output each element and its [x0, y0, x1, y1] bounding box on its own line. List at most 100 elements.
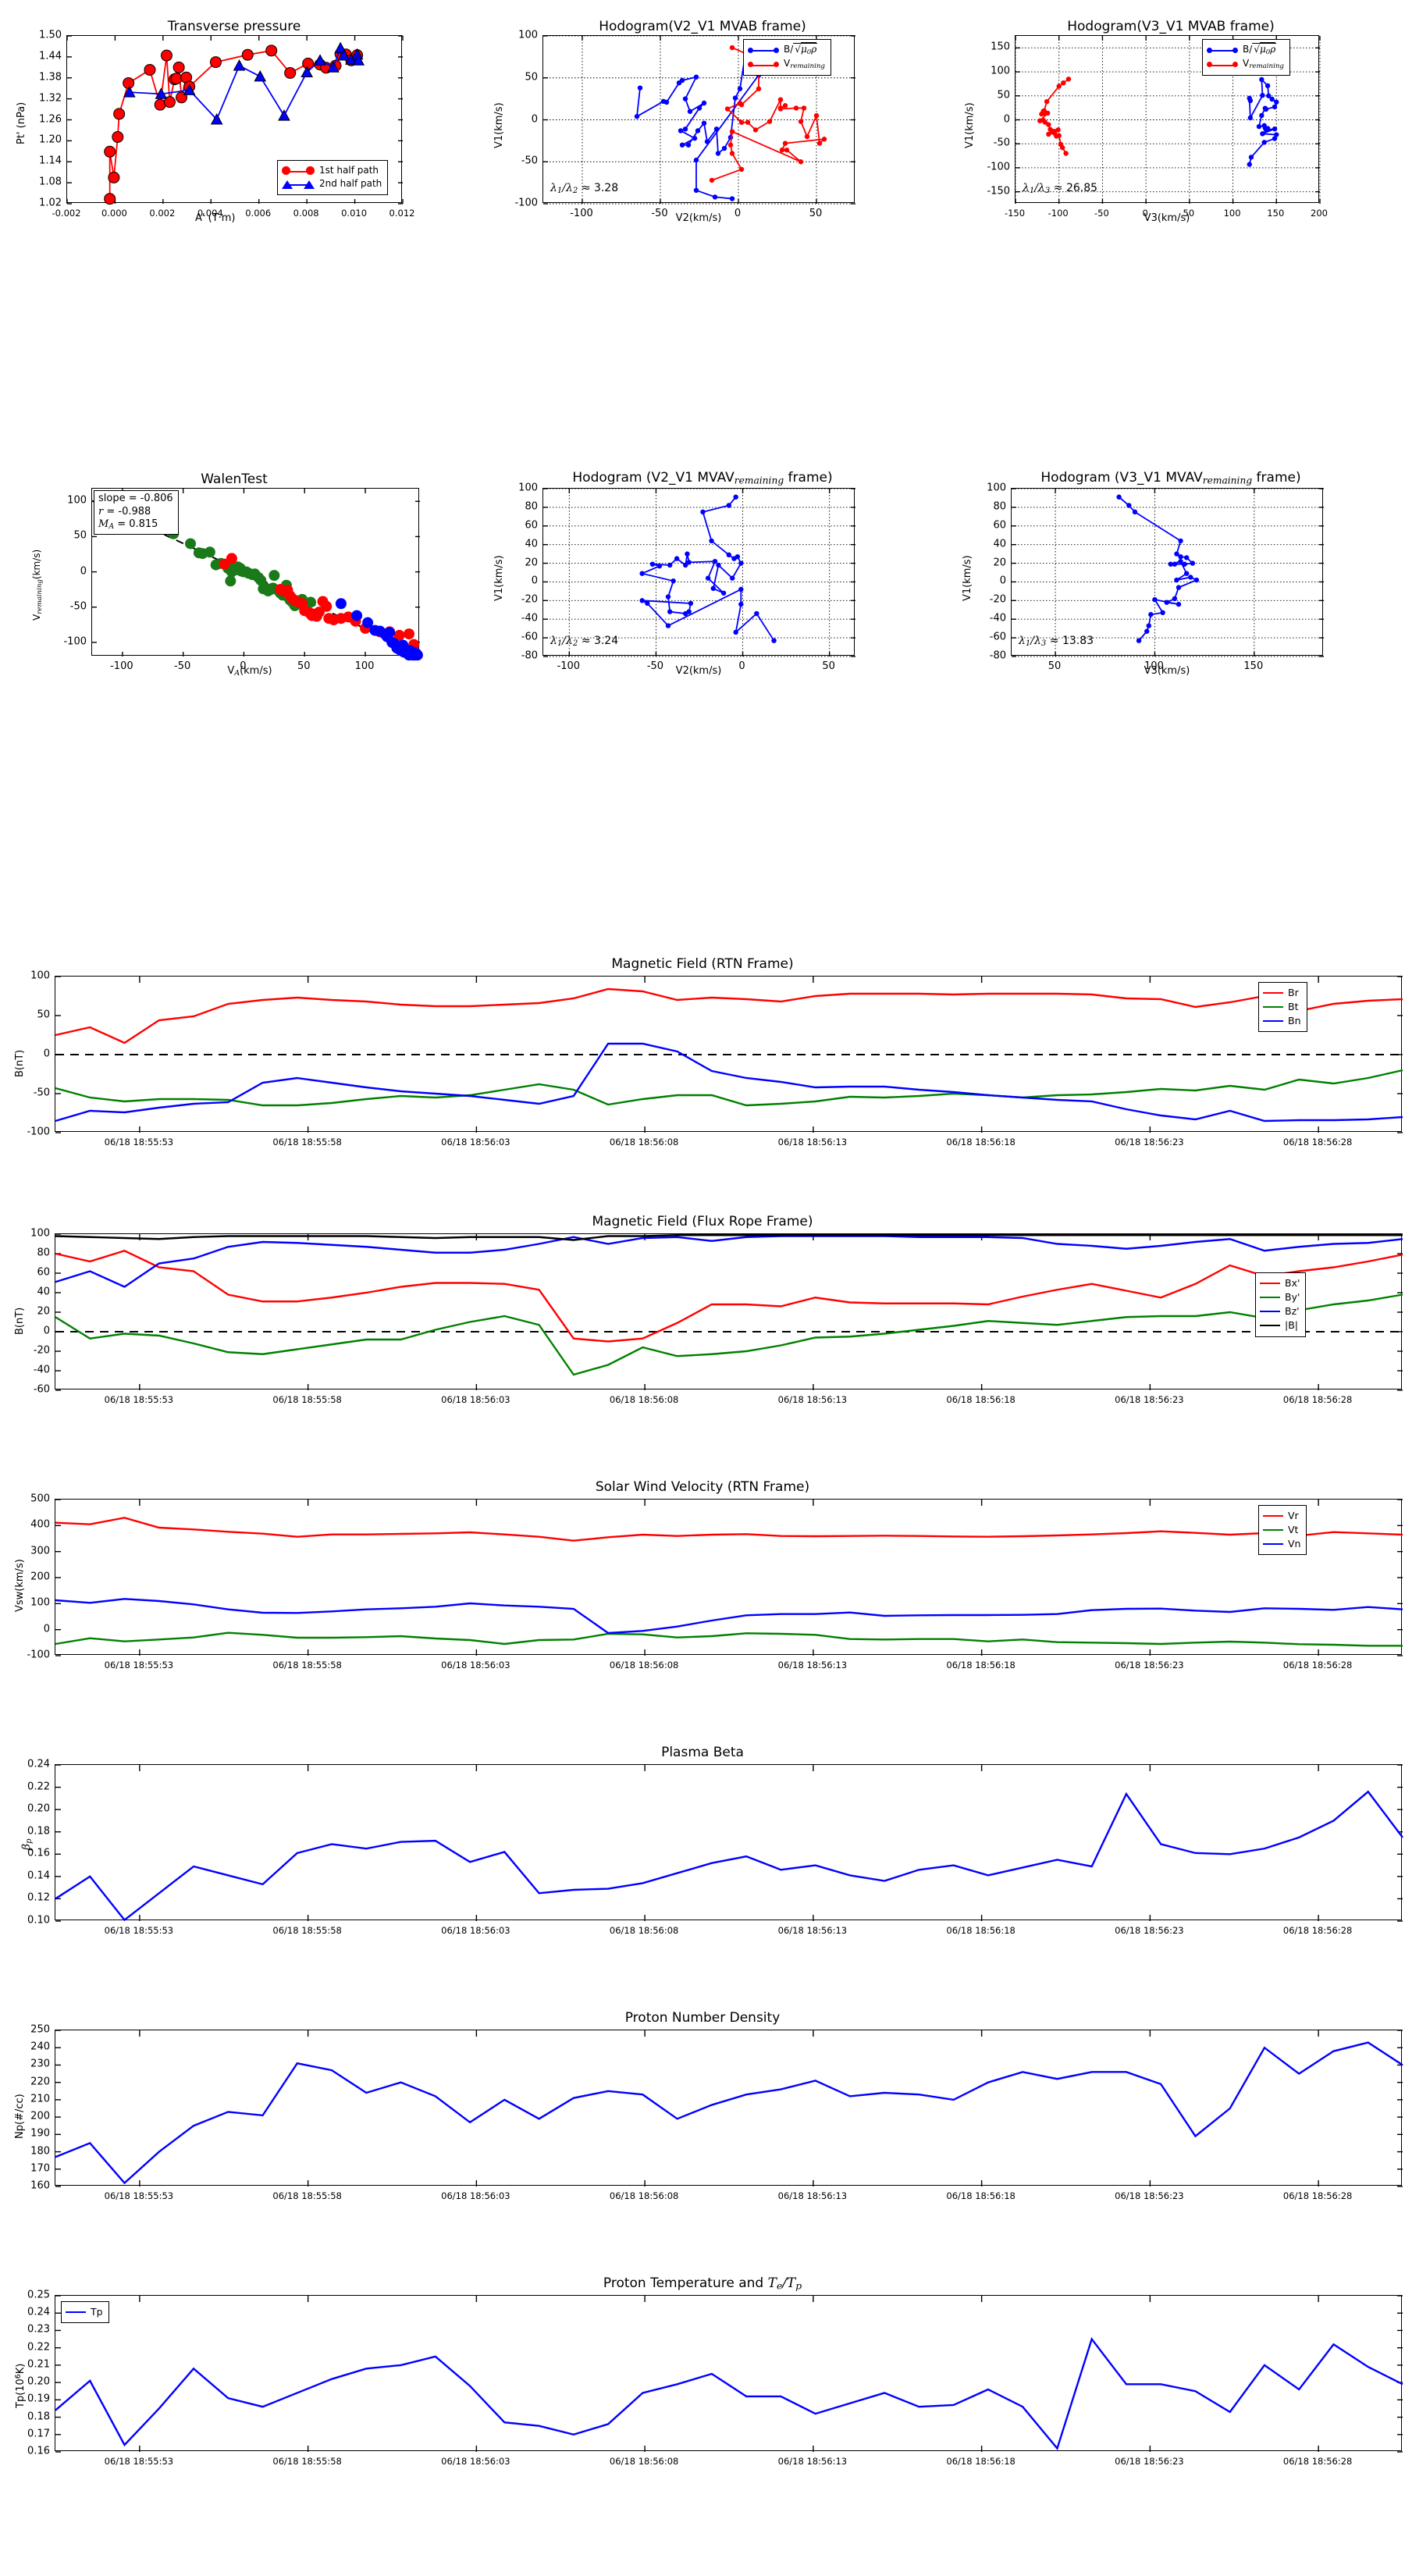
- legend-item[interactable]: Vremaining: [1207, 57, 1284, 71]
- plot-canvas: [55, 1233, 1403, 1391]
- plot-area: [542, 488, 855, 657]
- y-tick-label: 0: [43, 1623, 50, 1635]
- legend[interactable]: Tp: [61, 2301, 109, 2324]
- y-tick-label: 100: [30, 970, 50, 982]
- data-point: [798, 159, 804, 165]
- legend-item[interactable]: Vn: [1263, 1537, 1300, 1551]
- x-tick-label: 06/18 18:56:03: [441, 2456, 510, 2467]
- legend-item[interactable]: Bn: [1263, 1014, 1301, 1028]
- data-point: [241, 48, 254, 61]
- data-point: [730, 575, 735, 581]
- data-point: [1059, 144, 1065, 151]
- data-point: [782, 103, 788, 109]
- data-point: [733, 494, 738, 500]
- legend-item[interactable]: |B|: [1260, 1318, 1300, 1332]
- legend-item[interactable]: B/√μ0ρ: [748, 42, 825, 57]
- data-point: [1132, 509, 1138, 515]
- x-tick-label: 06/18 18:56:08: [609, 1925, 679, 1936]
- y-tick-label: 500: [30, 1493, 50, 1505]
- y-tick-label: 50: [525, 71, 538, 84]
- legend-marker: [1207, 47, 1238, 53]
- data-point: [233, 59, 246, 71]
- data-point: [1144, 628, 1150, 634]
- y-tick-label: 0.16: [27, 1847, 50, 1859]
- legend-item[interactable]: Vr: [1263, 1509, 1300, 1523]
- data-point: [183, 84, 196, 95]
- data-point: [1274, 132, 1279, 137]
- y-tick-label: 1.08: [39, 176, 62, 188]
- plot-canvas: [66, 35, 404, 205]
- legend-item[interactable]: Bx': [1260, 1276, 1300, 1290]
- x-tick-label: 06/18 18:56:13: [777, 1660, 848, 1670]
- x-tick-label: -0.002: [52, 208, 81, 219]
- plot-area: [66, 35, 404, 205]
- legend[interactable]: Bx' By' Bz' |B|: [1255, 1272, 1307, 1337]
- y-tick-label: 0.16: [27, 2445, 50, 2457]
- data-point: [649, 561, 656, 567]
- x-tick-label: 06/18 18:56:13: [777, 1137, 848, 1147]
- plot-canvas: [55, 2030, 1403, 2187]
- data-point: [351, 610, 363, 621]
- x-tick-label: 06/18 18:56:03: [441, 1394, 510, 1405]
- data-point: [1045, 110, 1051, 116]
- circle-marker-icon: [282, 166, 290, 176]
- legend-item[interactable]: B/√μ0ρ: [1207, 42, 1284, 57]
- legend-item[interactable]: Vremaining: [748, 57, 825, 71]
- y-tick-label: 80: [525, 500, 538, 513]
- y-tick-label: 200: [30, 2110, 50, 2122]
- data-point: [685, 551, 690, 557]
- y-tick-label: 0.10: [27, 1914, 50, 1927]
- data-point: [1146, 623, 1151, 628]
- legend-item[interactable]: Bz': [1260, 1304, 1300, 1318]
- legend-item[interactable]: 1st half path: [282, 164, 382, 177]
- legend-item[interactable]: 2nd half path: [282, 177, 382, 190]
- data-point: [160, 49, 173, 62]
- circle-marker-icon: [748, 62, 753, 68]
- y-tick-label: 1.26: [39, 113, 62, 125]
- legend[interactable]: B/√μ0ρ Vremaining: [743, 39, 831, 76]
- data-point: [1172, 561, 1178, 567]
- y-tick-label: -20: [989, 593, 1006, 606]
- y-tick-label: 0.20: [27, 1802, 50, 1815]
- data-point: [1264, 83, 1271, 89]
- data-point: [709, 538, 714, 544]
- legend-item[interactable]: Bt: [1263, 1000, 1301, 1014]
- data-point: [108, 171, 120, 183]
- legend-label: Bx': [1285, 1277, 1300, 1289]
- y-tick-label: 100: [991, 65, 1010, 77]
- legend-item[interactable]: Br: [1263, 986, 1301, 1000]
- legend[interactable]: Vr Vt Vn: [1258, 1505, 1307, 1556]
- legend-label: Vn: [1288, 1538, 1301, 1550]
- panel-title: Solar Wind Velocity (RTN Frame): [595, 1479, 810, 1495]
- data-point: [1042, 119, 1048, 125]
- y-tick-label: 150: [991, 41, 1010, 53]
- legend[interactable]: B/√μ0ρ Vremaining: [1202, 39, 1290, 76]
- x-tick-label: 06/18 18:56:03: [441, 1660, 510, 1670]
- legend-item[interactable]: By': [1260, 1290, 1300, 1304]
- y-tick-label: 0: [999, 575, 1006, 587]
- x-tick-label: 50: [809, 208, 823, 219]
- y-tick-label: 40: [525, 538, 538, 550]
- x-tick-label: 06/18 18:56:18: [946, 1137, 1016, 1147]
- legend[interactable]: Br Bt Bn: [1258, 982, 1307, 1033]
- legend-item[interactable]: Tp: [66, 2305, 103, 2319]
- walen-r: r = -0.988: [98, 505, 151, 518]
- y-tick-label: -40: [989, 612, 1006, 624]
- x-tick-label: 06/18 18:56:28: [1282, 1660, 1353, 1670]
- y-tick-label: 180: [30, 2145, 50, 2158]
- data-point: [756, 86, 762, 91]
- x-tick-label: -50: [174, 660, 191, 672]
- y-tick-label: 0.12: [27, 1891, 50, 1904]
- legend[interactable]: 1st half path 2nd half path: [277, 160, 389, 195]
- y-tick-label: 80: [993, 500, 1006, 513]
- data-point: [1248, 155, 1254, 160]
- data-point: [777, 97, 784, 102]
- data-point: [393, 629, 405, 641]
- x-tick-label: 200: [1311, 208, 1328, 219]
- data-point: [1259, 112, 1264, 119]
- x-tick-label: 06/18 18:56:08: [609, 1660, 679, 1670]
- legend-item[interactable]: Vt: [1263, 1523, 1300, 1537]
- data-line: [55, 1249, 1403, 1343]
- x-tick-label: 06/18 18:56:28: [1282, 1137, 1353, 1147]
- data-point: [321, 600, 333, 612]
